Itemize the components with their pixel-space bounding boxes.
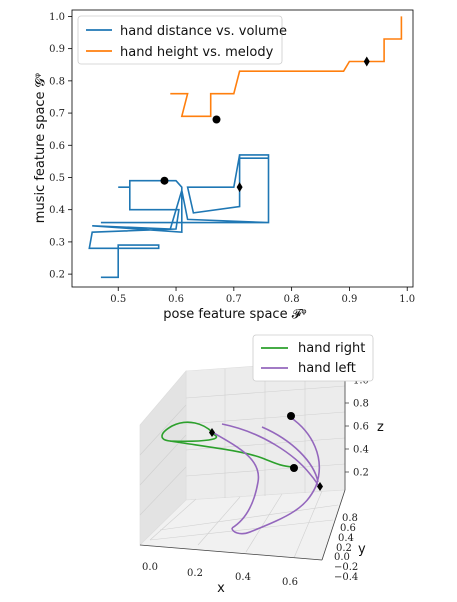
x-tick-label: 0.6 [168,294,184,305]
x3d-axis-label: x [217,581,225,596]
y-tick-label: 0.2 [49,270,65,281]
z3d-tick-label: 0.6 [353,422,369,433]
bottom-3d-chart: 0.00.20.40.6−0.4−0.20.00.20.40.60.80.20.… [0,330,457,602]
y3d-tick-label: 0.6 [340,523,356,534]
x3d-tick-label: 0.0 [142,562,158,573]
z3d-tick-label: 0.4 [353,445,369,456]
top-line-chart: 0.5 0.6 0.7 0.8 0.9 1.0 0.2 0.3 0.4 0.5 0.6 0.7 0.8 0… [0,0,457,330]
legend-3d: hand right hand left [253,335,373,381]
x3d-tick-label: 0.2 [187,568,203,579]
series-start-marker-1 [212,116,220,124]
y-tick-label: 0.7 [49,109,65,120]
legend-label-series-0: hand distance vs. volume [120,24,287,39]
x-tick-label: 0.8 [284,294,300,305]
x-tick-label: 0.7 [226,294,242,305]
y3d-axis-label: y [358,542,366,557]
x-axis-label: pose feature space 𝓕ᵠ [163,307,306,322]
hand-left-start-dot [287,412,295,420]
y-tick-label: 0.9 [49,44,65,55]
y3d-tick-label: −0.2 [334,562,358,573]
series-start-marker-0 [160,177,168,185]
legend-3d-label-left: hand left [298,361,356,376]
x-tick-label: 1.0 [399,294,415,305]
series-end-marker-1 [364,57,370,67]
series-end-marker-0 [237,182,243,192]
y-tick-label: 0.8 [49,76,65,87]
y3d-tick-label: 0.4 [338,533,354,544]
y-tick-label: 0.3 [49,237,65,248]
x-tick-label: 0.5 [110,294,126,305]
y-tick-label: 0.4 [49,205,65,216]
y3d-tick-label: 0.2 [336,543,352,554]
x-tick-label: 0.9 [341,294,357,305]
y-tick-label: 0.5 [49,173,65,184]
series-line-0 [89,155,268,277]
legend-3d-label-right: hand right [298,341,365,356]
x3d-tick-label: 0.6 [282,577,298,588]
top-series-markers [160,57,369,193]
y-tick-label: 0.6 [49,141,65,152]
y-tick-label: 1.0 [49,12,65,23]
z3d-tick-label: 0.8 [353,399,369,410]
z3d-axis-label: z [377,420,384,435]
x3d-tick-label: 0.4 [235,572,251,583]
hand-right-start-dot [290,464,298,472]
z3d-tick-label: 0.2 [353,468,369,479]
y-axis-label: music feature space 𝓖ᵠ [33,73,48,223]
y3d-tick-label: −0.4 [334,572,358,583]
legend: hand distance vs. volume hand height vs.… [78,16,287,64]
legend-label-series-1: hand height vs. melody [120,45,274,60]
y3d-tick-label: 0.8 [342,513,358,524]
